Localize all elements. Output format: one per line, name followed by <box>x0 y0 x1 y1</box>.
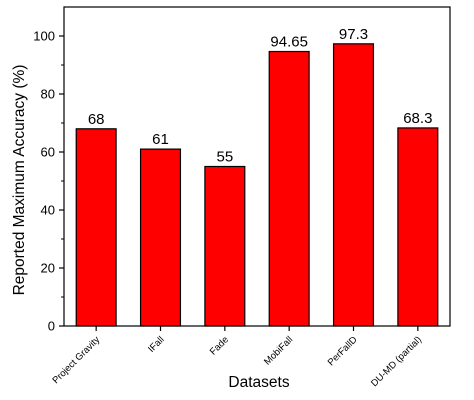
bar <box>75 128 117 327</box>
y-tick-label: 80 <box>41 87 55 102</box>
y-tick-label: 20 <box>41 261 55 276</box>
bar <box>268 50 310 327</box>
category-label: DU-MD (partial) <box>369 334 424 389</box>
plot-frame <box>63 6 451 327</box>
data-label: 94.65 <box>270 34 308 51</box>
data-label: 68 <box>88 111 105 128</box>
bar <box>139 148 182 327</box>
y-axis-title: Reported Maximum Accuracy (%) <box>11 65 28 296</box>
y-tick-label: 100 <box>33 29 55 44</box>
category-label: Project Gravity <box>50 334 102 386</box>
category-label: MobiFall <box>262 334 295 367</box>
data-label: 97.3 <box>339 26 368 43</box>
category-label: PerFallD <box>326 334 360 368</box>
y-tick-label: 40 <box>41 203 55 218</box>
y-tick-label: 0 <box>48 319 55 334</box>
category-label: Fade <box>208 334 231 357</box>
data-label: 68.3 <box>403 110 432 127</box>
bar <box>332 43 375 327</box>
plot-area: 0 20 40 60 80 100 68 Project Gravity 61 IFall 55 Fa… <box>33 6 451 389</box>
y-tick-label: 60 <box>41 145 55 160</box>
bar <box>204 165 246 327</box>
x-axis-title: Datasets <box>228 374 289 391</box>
data-label: 55 <box>216 149 233 166</box>
data-label: 61 <box>152 131 169 148</box>
bar <box>397 127 439 327</box>
category-label: IFall <box>146 334 166 354</box>
